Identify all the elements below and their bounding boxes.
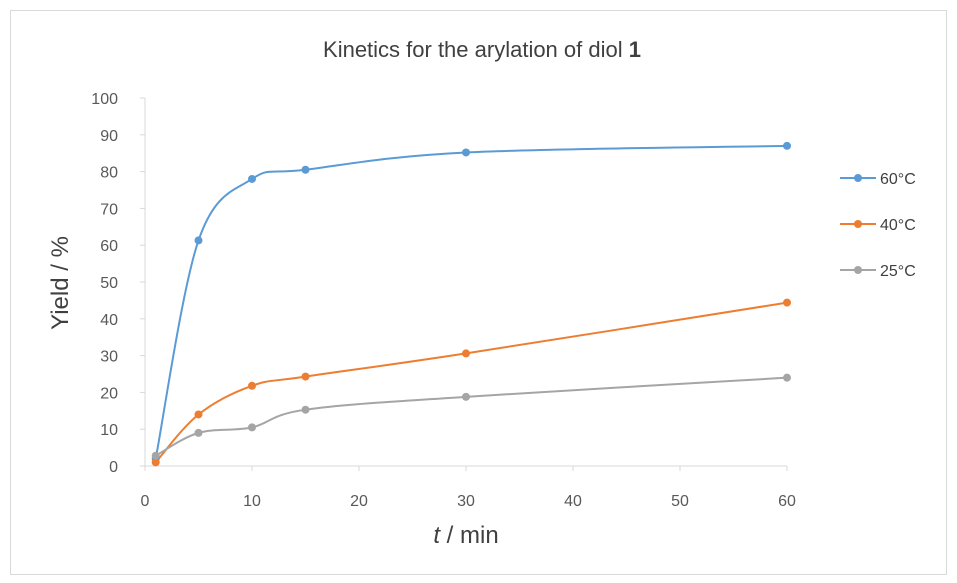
data-point-40c	[462, 349, 470, 358]
x-tick-label: 20	[350, 493, 368, 510]
y-tick-label: 0	[109, 459, 118, 476]
series-points	[151, 141, 791, 467]
y-tick-label: 50	[100, 275, 118, 292]
data-point-60c	[301, 165, 310, 174]
y-tick-label: 100	[91, 91, 118, 108]
chart-title-bold: 1	[629, 37, 641, 62]
data-point-25c	[151, 451, 160, 460]
chart-area	[10, 10, 947, 575]
chart-title: Kinetics for the arylation of diol 1	[323, 37, 641, 62]
data-point-40c	[194, 410, 203, 419]
x-tick-label: 30	[457, 493, 475, 510]
x-tick-label: 0	[141, 493, 150, 510]
y-tick-label: 60	[100, 238, 118, 255]
legend-label-25c: 25°C	[880, 263, 916, 280]
data-point-25c	[783, 373, 791, 382]
y-tick-label: 80	[100, 165, 118, 182]
series-line-60c	[154, 144, 788, 459]
chart-title-text: Kinetics for the arylation of diol	[323, 37, 629, 62]
legend-marker-25c	[854, 266, 862, 274]
y-axis-title: Yield / %	[47, 236, 74, 330]
y-tick-label: 20	[100, 385, 118, 402]
data-point-25c	[301, 405, 310, 414]
data-point-25c	[194, 428, 203, 437]
x-tick-label: 50	[671, 493, 689, 510]
data-point-40c	[301, 372, 310, 381]
legend-marker-60c	[854, 174, 862, 182]
data-point-40c	[151, 458, 160, 467]
x-axis-title-italic: t	[433, 522, 441, 549]
y-tick-label: 30	[100, 349, 118, 366]
axes	[140, 97, 788, 471]
data-point-40c	[783, 298, 791, 307]
data-point-60c	[194, 236, 203, 245]
x-tick-label: 40	[564, 493, 582, 510]
y-tick-label: 90	[100, 128, 118, 145]
x-tick-labels: 0 10 20 30 40 50 60	[141, 493, 796, 510]
y-tick-label: 10	[100, 422, 118, 439]
legend-marker-40c	[854, 220, 862, 228]
legend-label-60c: 60°C	[880, 171, 916, 188]
legend: 60°C 40°C 25°C	[840, 171, 916, 280]
legend-label-40c: 40°C	[880, 217, 916, 234]
data-point-60c	[248, 174, 256, 183]
data-point-25c	[248, 423, 256, 432]
x-tick-label: 10	[243, 493, 261, 510]
data-point-40c	[248, 381, 256, 390]
x-axis-title-rest: / min	[440, 522, 499, 549]
y-tick-label: 70	[100, 201, 118, 218]
data-point-25c	[462, 392, 470, 401]
y-tick-label: 40	[100, 312, 118, 329]
x-tick-label: 60	[778, 493, 796, 510]
data-point-60c	[462, 148, 470, 157]
y-tick-labels: 0 10 20 30 40 50 60 70 80 90 100	[91, 91, 118, 476]
series-lines	[154, 144, 788, 463]
x-axis-title: t / min	[433, 522, 498, 549]
data-point-60c	[783, 141, 791, 150]
